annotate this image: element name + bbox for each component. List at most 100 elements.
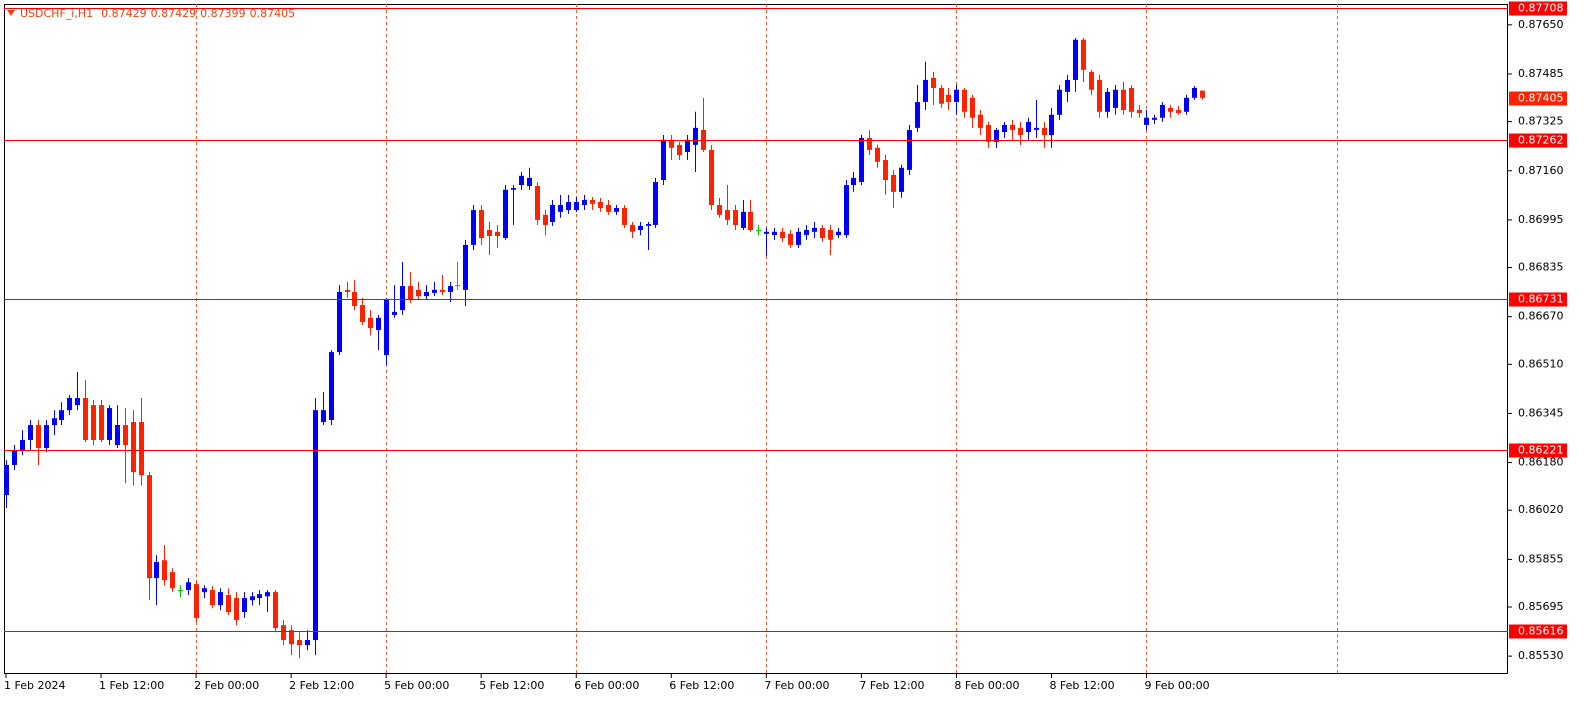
candle-body bbox=[194, 584, 199, 619]
candle-body bbox=[162, 560, 167, 581]
y-tick-label: 0.85695 bbox=[1518, 600, 1564, 613]
level-label-bg bbox=[1509, 1, 1567, 16]
candle-body bbox=[994, 129, 999, 142]
candle-body bbox=[527, 177, 532, 186]
candle-body bbox=[20, 439, 25, 451]
candle-body bbox=[59, 410, 64, 420]
level-label: 0.86731 bbox=[1518, 293, 1564, 306]
candle-body bbox=[107, 408, 112, 440]
candle-body bbox=[1129, 87, 1134, 112]
level-label: 0.87708 bbox=[1518, 2, 1564, 15]
candle-body bbox=[147, 475, 152, 579]
candle-body bbox=[242, 598, 247, 613]
level-label-bg bbox=[1509, 292, 1567, 307]
candle-body bbox=[875, 147, 880, 162]
candle-body bbox=[677, 144, 682, 155]
candle-body bbox=[962, 89, 967, 112]
candle-body bbox=[12, 450, 17, 465]
candle-body bbox=[321, 410, 326, 423]
level-label: 0.86221 bbox=[1518, 444, 1564, 457]
candle-body bbox=[1034, 127, 1039, 130]
candle-body bbox=[463, 244, 468, 290]
candle-body bbox=[416, 289, 421, 297]
candle-body bbox=[495, 231, 500, 236]
candle-body bbox=[923, 79, 928, 102]
candle-body bbox=[424, 291, 429, 297]
candle-body bbox=[788, 233, 793, 245]
candle-body bbox=[725, 210, 730, 220]
level-label-bg bbox=[1509, 133, 1567, 148]
candle-body bbox=[273, 592, 278, 629]
candle-body bbox=[733, 210, 738, 225]
x-tick-label: 8 Feb 12:00 bbox=[1049, 679, 1114, 692]
candle-body bbox=[1113, 89, 1118, 108]
y-tick-label: 0.86180 bbox=[1518, 456, 1564, 469]
level-label-bg bbox=[1509, 443, 1567, 458]
candle-body bbox=[701, 129, 706, 150]
candle-body bbox=[1057, 89, 1062, 115]
candle-body bbox=[804, 230, 809, 236]
candle-body bbox=[653, 182, 658, 225]
candle-body bbox=[1026, 121, 1031, 133]
candle-body bbox=[178, 590, 183, 592]
y-tick-label: 0.87650 bbox=[1518, 18, 1564, 31]
candle-body bbox=[384, 299, 389, 356]
y-tick-label: 0.87485 bbox=[1518, 67, 1564, 80]
candle-body bbox=[550, 205, 555, 222]
candle-body bbox=[1097, 79, 1102, 112]
candle-body bbox=[123, 425, 128, 446]
candle-body bbox=[566, 202, 571, 211]
candle-body bbox=[859, 138, 864, 183]
candle-body bbox=[867, 138, 872, 150]
candle-body bbox=[614, 207, 619, 212]
candle-body bbox=[139, 422, 144, 476]
candle-body bbox=[606, 205, 611, 212]
candle-body bbox=[329, 352, 334, 420]
y-tick-label: 0.86670 bbox=[1518, 310, 1564, 323]
candle-body bbox=[1121, 89, 1126, 111]
candle-body bbox=[487, 230, 492, 236]
x-tick-label: 8 Feb 00:00 bbox=[954, 679, 1019, 692]
candle-body bbox=[131, 422, 136, 473]
candle-body bbox=[638, 225, 643, 231]
candle-body bbox=[899, 167, 904, 192]
candle-body bbox=[75, 397, 80, 406]
candle-body bbox=[970, 97, 975, 118]
x-tick-label: 5 Feb 00:00 bbox=[384, 679, 449, 692]
candle-body bbox=[99, 405, 104, 440]
header-low: 0.87399 bbox=[200, 7, 246, 20]
y-tick-label: 0.86995 bbox=[1518, 213, 1564, 226]
candle-body bbox=[202, 588, 207, 593]
candle-body bbox=[455, 285, 460, 287]
header-arrow bbox=[7, 10, 15, 16]
candle-body bbox=[352, 291, 357, 306]
candle-body bbox=[954, 89, 959, 102]
candle-body bbox=[709, 149, 714, 205]
candle-body bbox=[812, 227, 817, 232]
candle-body bbox=[52, 418, 57, 426]
candle-body bbox=[748, 211, 753, 231]
price-label: 0.87405 bbox=[1518, 92, 1564, 105]
candle-body bbox=[28, 425, 33, 440]
candle-body bbox=[115, 425, 120, 446]
candle-body bbox=[1010, 124, 1015, 130]
candle-body bbox=[1018, 127, 1023, 136]
candle-body bbox=[4, 464, 9, 496]
candle-body bbox=[186, 582, 191, 591]
candle-body bbox=[368, 317, 373, 328]
candle-body bbox=[440, 289, 445, 292]
candle-body bbox=[1073, 39, 1078, 80]
candle-body bbox=[376, 317, 381, 331]
candle-body bbox=[978, 114, 983, 128]
x-tick-label: 9 Feb 00:00 bbox=[1144, 679, 1209, 692]
candle-body bbox=[1089, 71, 1094, 90]
candle-body bbox=[915, 101, 920, 128]
candle-body bbox=[400, 285, 405, 311]
x-tick-label: 7 Feb 12:00 bbox=[859, 679, 924, 692]
candle-body bbox=[622, 207, 627, 225]
candle-body bbox=[986, 124, 991, 142]
candle-body bbox=[574, 202, 579, 211]
plot-frame bbox=[4, 4, 1508, 674]
x-tick-label: 1 Feb 12:00 bbox=[99, 679, 164, 692]
